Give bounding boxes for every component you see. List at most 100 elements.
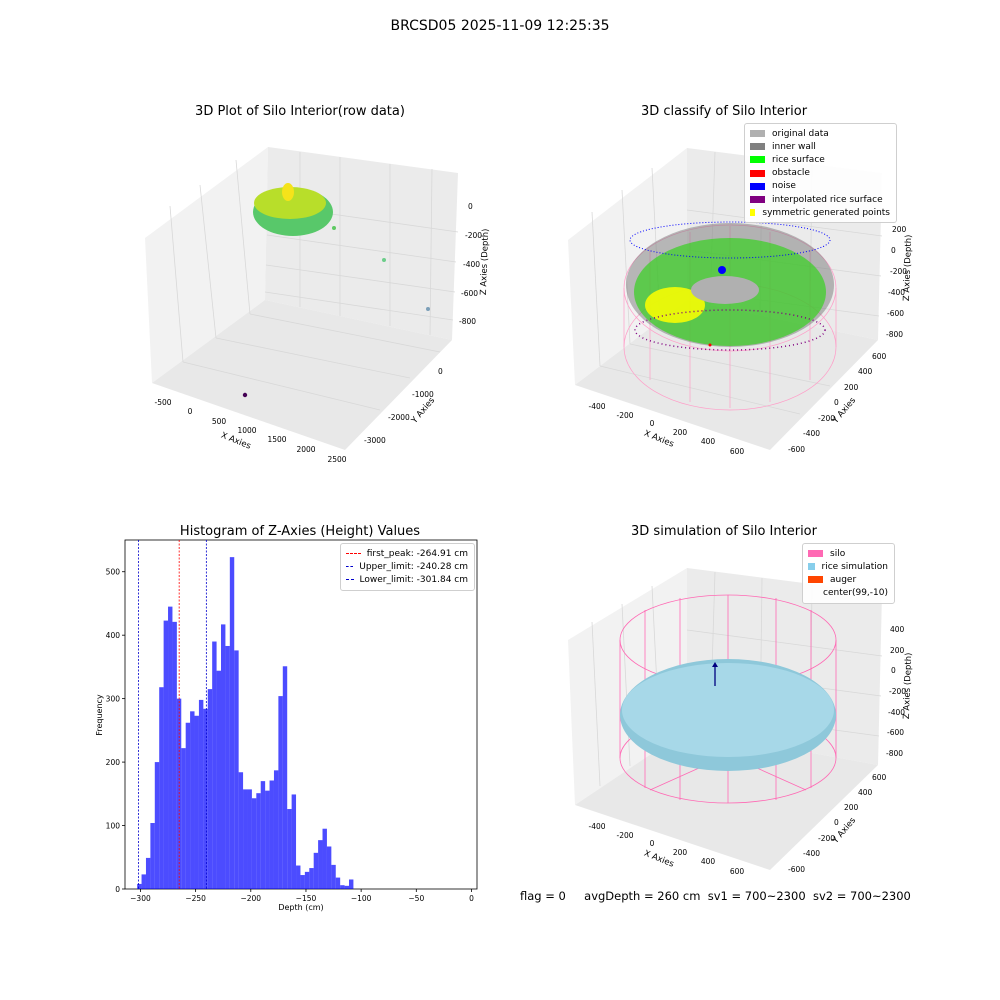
histogram-bar	[291, 794, 297, 889]
simulation-xlabel: X Axies	[642, 849, 675, 870]
classify-ytick: -200	[818, 414, 835, 423]
histogram-bar	[163, 620, 169, 889]
raw-xtick: 2000	[296, 445, 315, 454]
legend-entry: Lower_limit: -301.84 cm	[346, 573, 468, 586]
histogram-bar	[247, 789, 252, 889]
histogram-bar	[340, 885, 345, 889]
raw-pane-left	[145, 147, 268, 383]
histogram-bar	[141, 874, 146, 889]
simulation-ztick: -400	[888, 708, 905, 717]
simulation-ztick: 0	[891, 666, 896, 675]
histogram-bar	[269, 780, 274, 889]
legend-swatch	[808, 563, 815, 571]
legend-line	[346, 566, 354, 568]
simulation-center-marker	[712, 662, 718, 667]
status-flag: flag = 0	[520, 889, 566, 903]
histogram-bar	[287, 809, 292, 889]
classify-3d-plot[interactable]: -400 -200 0 200 400 600 X Axies 600 400 …	[500, 0, 1000, 500]
classify-panel-title: 3D classify of Silo Interior	[640, 104, 808, 119]
classify-ztick: 0	[891, 246, 896, 255]
legend-entry: rice surface	[750, 153, 890, 166]
raw-point	[426, 307, 430, 311]
histogram-legend: first_peak: -264.91 cm Upper_limit: -240…	[340, 543, 475, 591]
histogram-bar	[194, 715, 199, 889]
simulation-xtick: -400	[588, 822, 605, 831]
legend-label: noise	[772, 181, 796, 192]
histogram-plot[interactable]: −300 −250 −200 −150 −100 −50 0 0 100 200 300 400 500…	[0, 500, 500, 930]
raw-grid	[169, 152, 459, 411]
histogram-bar	[229, 557, 235, 889]
histogram-bar	[318, 840, 323, 889]
histogram-bar	[260, 781, 266, 889]
simulation-ytick: 600	[872, 773, 887, 782]
raw-xtick: 1000	[237, 426, 256, 435]
classify-xtick: 200	[673, 428, 688, 437]
raw-3d-plot[interactable]: -500 0 500 1000 1500 2000 2500 X Axies 0…	[0, 0, 500, 500]
status-avg-depth: avgDepth = 260 cm	[584, 889, 701, 903]
classify-xtick: 400	[701, 437, 716, 446]
legend-swatch	[750, 156, 765, 164]
legend-label: Upper_limit: -240.28 cm	[359, 561, 468, 572]
histogram-ytick-label: 400	[106, 631, 121, 640]
histogram-xtick-label: −200	[240, 894, 261, 903]
legend-entry: Upper_limit: -240.28 cm	[346, 560, 468, 573]
histogram-ytick-label: 300	[106, 695, 121, 704]
status-sv2: sv2 = 700~2300	[812, 889, 911, 903]
histogram-bar	[168, 606, 173, 889]
classify-ytick: 0	[834, 398, 839, 407]
legend-label: obstacle	[772, 168, 810, 179]
classify-noise-cluster	[718, 266, 726, 274]
figure-title: BRCSD05 2025-11-09 12:25:35	[390, 18, 610, 34]
classify-ztick: 200	[892, 225, 907, 234]
simulation-3d-plot[interactable]: -400 -200 0 200 400 600 X Axies 600 400 …	[500, 500, 1000, 900]
raw-ytick: 0	[438, 367, 443, 376]
legend-label: rice surface	[772, 154, 825, 165]
histogram-ytick-label: 200	[106, 758, 121, 767]
classify-ytick: -600	[788, 445, 805, 454]
legend-swatch	[808, 550, 823, 558]
histogram-bar	[296, 865, 301, 889]
histogram-xlabel: Depth (cm)	[278, 903, 323, 912]
legend-swatch	[750, 209, 756, 217]
legend-swatch	[808, 576, 823, 584]
classify-ytick: 200	[844, 383, 859, 392]
legend-label: auger	[830, 574, 857, 585]
raw-pane-floor	[152, 300, 452, 450]
legend-entry: inner wall	[750, 140, 890, 153]
classify-xtick: 600	[730, 447, 745, 456]
classify-ytick: 400	[858, 367, 873, 376]
classify-original-data	[691, 276, 759, 304]
classify-ztick: -400	[888, 288, 905, 297]
histogram-bar	[137, 883, 142, 889]
classify-ztick: -600	[887, 309, 904, 318]
histogram-bar	[154, 762, 160, 889]
raw-ytick: -1000	[412, 390, 434, 399]
raw-ztick: -600	[461, 289, 478, 298]
classify-legend: original data inner wall rice surface ob…	[744, 123, 897, 224]
histogram-bar	[344, 885, 349, 889]
histogram-bar	[216, 670, 221, 889]
raw-ytick: -3000	[364, 436, 386, 445]
simulation-pane-floor	[575, 730, 878, 870]
raw-ztick: -400	[463, 260, 480, 269]
simulation-ytick: 400	[858, 788, 873, 797]
legend-entry: interpolated rice surface	[750, 193, 890, 206]
raw-point	[332, 226, 336, 230]
legend-label: original data	[772, 128, 829, 139]
histogram-bar	[304, 871, 310, 889]
legend-entry: silo	[808, 547, 888, 560]
legend-entry: auger	[808, 573, 888, 586]
histogram-bar	[349, 879, 354, 889]
legend-entry: rice simulation	[808, 560, 888, 573]
raw-panel-title: 3D Plot of Silo Interior(row data)	[195, 104, 405, 119]
legend-swatch	[750, 130, 765, 138]
histogram-xtick-label: −100	[351, 894, 372, 903]
classify-xtick: -200	[616, 411, 633, 420]
histogram-bars	[137, 557, 354, 889]
histogram-bar	[313, 852, 319, 889]
simulation-ytick: -200	[818, 834, 835, 843]
legend-entry: center(99,-10)	[808, 587, 888, 600]
classify-xtick: 0	[650, 419, 655, 428]
histogram-bar	[265, 790, 270, 889]
histogram-bar	[159, 687, 164, 889]
